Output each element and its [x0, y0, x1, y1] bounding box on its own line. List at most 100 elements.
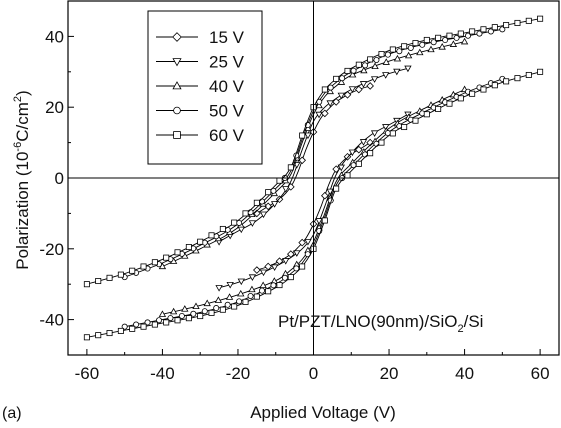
data-point	[378, 139, 385, 146]
data-point	[258, 198, 265, 205]
data-point	[525, 71, 532, 78]
data-point	[321, 86, 328, 93]
legend-marker	[172, 58, 182, 67]
data-point	[378, 51, 385, 58]
data-point	[480, 26, 487, 33]
data-point	[442, 37, 449, 44]
data-point	[299, 263, 306, 270]
data-point	[355, 145, 363, 154]
data-point	[457, 30, 464, 37]
data-point	[366, 138, 374, 147]
data-point	[151, 321, 158, 328]
data-point	[373, 140, 380, 147]
data-point	[163, 254, 170, 261]
data-point	[407, 44, 414, 51]
data-point	[129, 325, 136, 332]
data-point	[174, 249, 181, 256]
data-point	[480, 86, 487, 93]
data-point	[503, 22, 510, 29]
data-point	[197, 313, 204, 320]
data-point	[435, 34, 442, 41]
data-point	[248, 285, 256, 293]
data-point	[537, 68, 544, 75]
legend-marker	[172, 81, 182, 90]
data-point	[355, 85, 363, 94]
data-point	[242, 298, 249, 305]
data-point	[350, 67, 357, 74]
series-60v	[83, 15, 544, 341]
data-point	[514, 19, 521, 26]
data-point	[106, 274, 113, 281]
data-point	[293, 265, 300, 272]
data-point	[393, 68, 401, 76]
data-point	[95, 278, 102, 285]
data-point	[201, 308, 208, 315]
data-point	[185, 315, 192, 322]
data-point	[219, 225, 226, 232]
data-point	[281, 274, 288, 281]
legend-entry: 15 V	[156, 28, 245, 47]
data-point	[337, 78, 346, 85]
data-point	[362, 62, 369, 69]
data-point	[396, 48, 403, 55]
data-point	[224, 301, 231, 308]
legend-marker	[173, 106, 181, 115]
data-point	[181, 305, 189, 312]
data-point	[359, 139, 368, 146]
y-tick-label: 40	[45, 27, 64, 46]
data-point	[315, 101, 323, 109]
data-point	[259, 269, 268, 277]
data-point	[430, 39, 437, 46]
data-point	[401, 124, 408, 131]
data-point	[247, 209, 254, 216]
data-point	[355, 61, 362, 68]
data-point	[367, 56, 374, 63]
data-point	[360, 66, 368, 74]
legend: 15 V 25 V 40 V 50 V 60 V	[147, 10, 263, 165]
data-point	[370, 130, 379, 137]
data-point	[453, 34, 460, 41]
data-point	[438, 43, 446, 50]
data-point	[315, 218, 323, 225]
data-point	[423, 111, 430, 118]
data-point	[270, 282, 277, 289]
data-point	[140, 263, 147, 270]
data-point	[192, 302, 200, 310]
data-point	[332, 165, 340, 173]
data-point	[185, 244, 192, 251]
data-point	[214, 296, 223, 303]
data-point	[348, 70, 357, 78]
data-point	[404, 111, 412, 119]
data-point	[169, 307, 178, 315]
data-point	[163, 319, 170, 326]
data-point	[174, 317, 181, 324]
data-point	[339, 75, 346, 82]
data-point	[203, 299, 211, 307]
data-point	[332, 98, 340, 106]
data-point	[525, 17, 532, 24]
data-point	[298, 156, 306, 165]
data-point	[469, 90, 476, 97]
data-point	[416, 48, 424, 56]
y-tick-label: -40	[39, 311, 64, 330]
data-point	[237, 278, 245, 286]
legend-label: 60 V	[209, 126, 245, 145]
data-point	[140, 323, 147, 330]
data-point	[208, 232, 215, 239]
legend-entry: 60 V	[156, 126, 245, 145]
data-point	[287, 274, 294, 281]
data-point	[276, 282, 283, 289]
x-tick-label: -60	[75, 364, 100, 383]
data-point	[371, 62, 379, 70]
data-point	[226, 282, 234, 289]
data-point	[412, 40, 419, 47]
data-point	[537, 15, 544, 22]
data-point	[344, 172, 351, 179]
data-point	[393, 54, 402, 62]
data-point	[401, 43, 408, 50]
data-point	[248, 274, 257, 281]
data-point	[355, 160, 362, 167]
data-point	[282, 258, 290, 265]
data-point	[491, 24, 498, 31]
